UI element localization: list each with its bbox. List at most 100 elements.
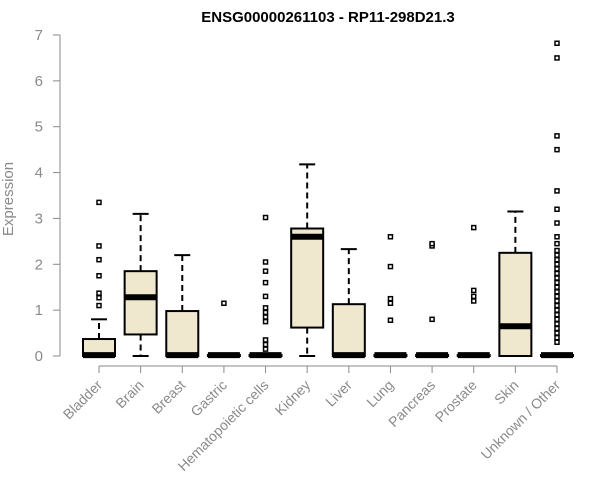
outlier-point (554, 55, 560, 61)
outlier-point (554, 302, 560, 309)
outlier-point (262, 314, 269, 320)
box-breast (165, 254, 200, 359)
outlier-point (554, 321, 560, 327)
outlier-point (262, 318, 269, 325)
outlier-point (554, 307, 560, 313)
x-tick-label: Unknown / Other (478, 377, 564, 463)
x-tick-label: Skin (491, 377, 522, 408)
outlier-point (262, 346, 269, 352)
y-tick-label: 2 (35, 256, 43, 273)
box-liver (331, 248, 366, 359)
y-axis: 0 1 2 3 4 5 6 7 (35, 27, 61, 365)
box-skin (498, 210, 533, 357)
outlier-point (262, 293, 269, 300)
outlier-point (387, 263, 394, 270)
outlier-point (554, 261, 560, 268)
outlier-point (96, 273, 102, 279)
outlier-point (96, 199, 102, 206)
box-rect (123, 270, 158, 336)
y-tick-label: 7 (35, 27, 43, 44)
box-rect (165, 310, 200, 357)
box-prostate (456, 224, 491, 359)
outlier-point (554, 325, 560, 332)
outlier-point (554, 220, 560, 226)
outlier-point (96, 256, 102, 263)
outlier-point (554, 252, 560, 258)
outlier-point (387, 234, 394, 240)
box-rect (290, 227, 325, 329)
outlier-point (554, 316, 560, 323)
outlier-point (262, 268, 269, 274)
outlier-point (554, 293, 560, 300)
box-hematopoietic-cells (248, 214, 283, 359)
outlier-point (96, 290, 102, 296)
outlier-point (262, 259, 269, 265)
outlier-point (554, 240, 560, 247)
box-bladder (82, 199, 116, 359)
y-tick-label: 3 (35, 210, 43, 227)
outlier-point (470, 298, 477, 304)
outlier-point (429, 316, 435, 323)
outlier-point (554, 298, 560, 304)
x-tick-label: Breast (148, 377, 188, 417)
outlier-point (96, 295, 102, 301)
x-tick-label: Brain (112, 377, 146, 411)
x-tick-label: Lung (363, 377, 396, 410)
outlier-point (262, 341, 269, 348)
outlier-point (96, 243, 102, 249)
chart-title: ENSG00000261103 - RP11-298D21.3 (201, 9, 455, 26)
x-tick-label: Liver (322, 377, 355, 410)
box-gastric (206, 300, 241, 359)
box-unknown-other (540, 40, 574, 359)
boxes-group (82, 40, 574, 359)
box-brain (123, 212, 158, 357)
outlier-point (262, 305, 269, 311)
y-axis-label: Expression (0, 162, 17, 236)
outlier-point (554, 311, 560, 318)
box-rect (498, 251, 533, 357)
y-tick-label: 6 (35, 73, 43, 90)
outlier-point (470, 293, 477, 300)
outlier-point (554, 339, 560, 345)
outlier-point (387, 317, 394, 323)
outlier-point (554, 234, 560, 240)
y-tick-label: 4 (35, 165, 43, 182)
outlier-point (96, 302, 102, 309)
outlier-point (387, 300, 394, 307)
y-tick-label: 1 (35, 302, 43, 319)
box-rect (331, 303, 366, 357)
outlier-point (429, 240, 435, 247)
x-tick-label: Bladder (60, 377, 106, 423)
outlier-point (554, 279, 560, 286)
box-lung (373, 234, 408, 359)
box-pancreas (415, 240, 450, 359)
outlier-point (554, 289, 560, 295)
outlier-point (262, 214, 269, 221)
outlier-point (470, 287, 477, 294)
box-kidney (290, 163, 325, 357)
outlier-point (554, 133, 560, 139)
outlier-point (554, 256, 560, 263)
outlier-point (470, 224, 477, 231)
outlier-point (554, 275, 560, 281)
x-tick-label: Kidney (272, 377, 314, 419)
outlier-point (554, 247, 560, 254)
outlier-point (554, 188, 560, 194)
outlier-point (387, 295, 394, 302)
outlier-point (554, 206, 560, 213)
outlier-point (221, 300, 227, 307)
outlier-point (262, 309, 269, 316)
y-tick-label: 5 (35, 119, 43, 136)
y-tick-label: 0 (35, 348, 43, 365)
outlier-point (554, 40, 560, 47)
outlier-point (262, 337, 269, 343)
outlier-point (262, 279, 269, 286)
outlier-point (554, 146, 560, 153)
outlier-point (554, 284, 560, 290)
outlier-point (554, 266, 560, 272)
outlier-point (554, 330, 560, 336)
outlier-point (554, 334, 560, 341)
x-tick-label: Prostate (432, 377, 480, 425)
